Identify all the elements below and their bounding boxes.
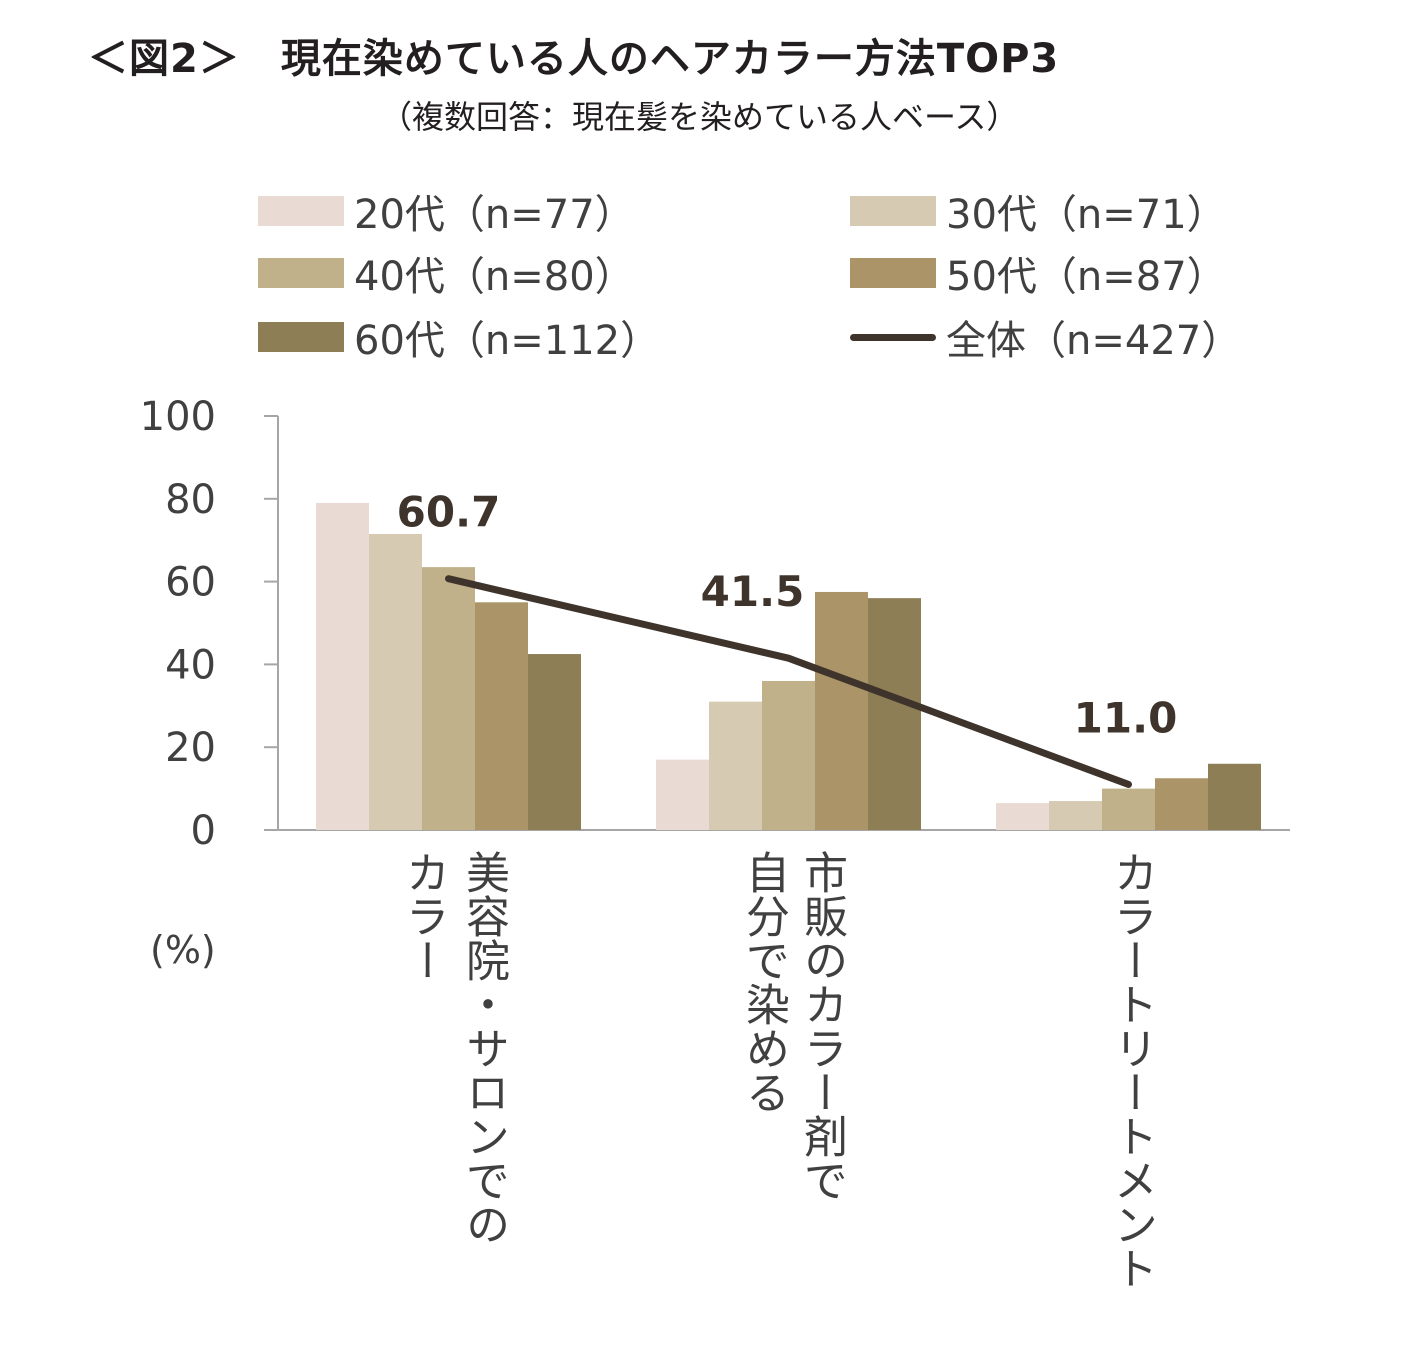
y-tick-label: 80 bbox=[165, 477, 216, 523]
y-axis-unit-label: (%) bbox=[150, 928, 216, 972]
bar bbox=[1155, 778, 1208, 830]
chart-subtitle: （複数回答：現在髪を染めている人ベース） bbox=[380, 98, 1019, 136]
category-label-salon-line1: 美容院・サロンでの bbox=[458, 850, 509, 1246]
y-tick-label: 0 bbox=[191, 808, 216, 854]
category-label-homedye-line2: 自分で染める bbox=[738, 850, 789, 1114]
legend-swatch-20s bbox=[258, 196, 344, 226]
y-tick-label: 40 bbox=[165, 642, 216, 688]
chart-title: ＜図2＞ 現在染めている人のヘアカラー方法TOP3 bbox=[88, 36, 1060, 82]
bar bbox=[316, 502, 369, 830]
bar bbox=[369, 533, 422, 830]
y-tick-label: 20 bbox=[165, 725, 216, 771]
data-label: 60.7 bbox=[397, 488, 501, 537]
bar bbox=[709, 701, 762, 830]
legend-item-20s: 20代（n=77） bbox=[258, 186, 635, 238]
legend-item-60s: 60代（n=112） bbox=[258, 312, 660, 364]
legend-label-20s: 20代（n=77） bbox=[354, 192, 635, 238]
total-line bbox=[445, 575, 1132, 788]
legend-label-40s: 40代（n=80） bbox=[354, 254, 635, 300]
bar bbox=[422, 567, 475, 830]
legend-item-40s: 40代（n=80） bbox=[258, 248, 635, 300]
bar bbox=[1049, 801, 1102, 830]
bar bbox=[528, 654, 581, 830]
legend-swatch-40s bbox=[258, 258, 344, 288]
bar bbox=[1102, 788, 1155, 830]
legend-swatch-50s bbox=[850, 258, 936, 288]
category-label-salon-line2: カラー bbox=[398, 850, 449, 982]
bar bbox=[762, 680, 815, 830]
legend-line-total bbox=[850, 333, 936, 341]
y-tick-label: 60 bbox=[165, 560, 216, 606]
category-label-treatment: カラートリートメント bbox=[1106, 850, 1157, 1290]
legend-swatch-30s bbox=[850, 196, 936, 226]
bar bbox=[996, 803, 1049, 830]
legend-label-60s: 60代（n=112） bbox=[354, 318, 661, 364]
data-label: 41.5 bbox=[701, 567, 805, 616]
bar bbox=[656, 759, 709, 830]
bar bbox=[475, 602, 528, 830]
legend-item-total: 全体（n=427） bbox=[850, 312, 1241, 364]
legend-item-30s: 30代（n=71） bbox=[850, 186, 1227, 238]
bar bbox=[815, 591, 868, 830]
data-label: 11.0 bbox=[1074, 693, 1178, 742]
bar bbox=[1208, 763, 1261, 830]
legend-item-50s: 50代（n=87） bbox=[850, 248, 1227, 300]
legend-label-30s: 30代（n=71） bbox=[946, 192, 1227, 238]
y-tick-label: 100 bbox=[140, 394, 216, 440]
category-label-homedye-line1: 市販のカラー剤で bbox=[796, 850, 847, 1202]
bar bbox=[868, 598, 921, 830]
legend-label-total: 全体（n=427） bbox=[946, 318, 1242, 364]
legend-swatch-60s bbox=[258, 322, 344, 352]
legend-label-50s: 50代（n=87） bbox=[946, 254, 1227, 300]
